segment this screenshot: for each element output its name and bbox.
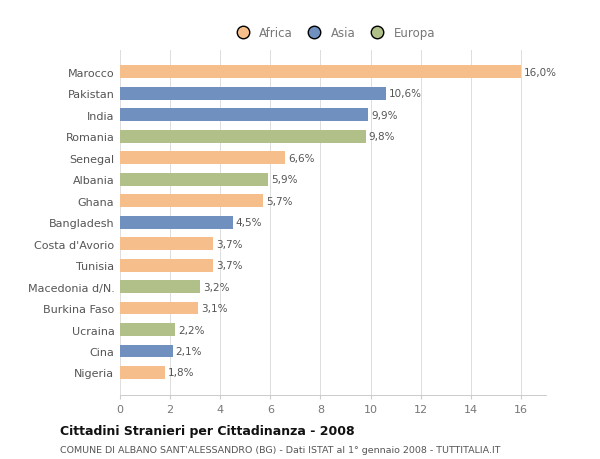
Text: 5,7%: 5,7% bbox=[266, 196, 292, 206]
Legend: Africa, Asia, Europa: Africa, Asia, Europa bbox=[226, 22, 440, 45]
Text: 10,6%: 10,6% bbox=[389, 89, 422, 99]
Text: 16,0%: 16,0% bbox=[524, 67, 557, 78]
Bar bbox=[120, 152, 286, 165]
Bar bbox=[120, 238, 213, 251]
Text: 3,7%: 3,7% bbox=[216, 239, 242, 249]
Bar bbox=[120, 259, 213, 272]
Text: Cittadini Stranieri per Cittadinanza - 2008: Cittadini Stranieri per Cittadinanza - 2… bbox=[60, 424, 355, 437]
Text: 2,1%: 2,1% bbox=[176, 346, 202, 356]
Bar bbox=[120, 88, 386, 101]
Bar bbox=[120, 66, 521, 79]
Bar bbox=[120, 174, 268, 186]
Text: COMUNE DI ALBANO SANT'ALESSANDRO (BG) - Dati ISTAT al 1° gennaio 2008 - TUTTITAL: COMUNE DI ALBANO SANT'ALESSANDRO (BG) - … bbox=[60, 445, 500, 454]
Bar bbox=[120, 195, 263, 207]
Text: 3,2%: 3,2% bbox=[203, 282, 230, 292]
Text: 5,9%: 5,9% bbox=[271, 175, 298, 185]
Text: 3,1%: 3,1% bbox=[200, 303, 227, 313]
Text: 9,8%: 9,8% bbox=[368, 132, 395, 142]
Bar bbox=[120, 109, 368, 122]
Bar bbox=[120, 216, 233, 229]
Bar bbox=[120, 323, 175, 336]
Text: 3,7%: 3,7% bbox=[216, 261, 242, 270]
Text: 2,2%: 2,2% bbox=[178, 325, 205, 335]
Text: 9,9%: 9,9% bbox=[371, 111, 398, 120]
Bar bbox=[120, 345, 173, 358]
Bar bbox=[120, 130, 365, 143]
Text: 1,8%: 1,8% bbox=[168, 368, 194, 378]
Bar bbox=[120, 302, 197, 315]
Text: 4,5%: 4,5% bbox=[236, 218, 262, 228]
Bar bbox=[120, 366, 165, 379]
Bar bbox=[120, 280, 200, 293]
Text: 6,6%: 6,6% bbox=[289, 153, 315, 163]
